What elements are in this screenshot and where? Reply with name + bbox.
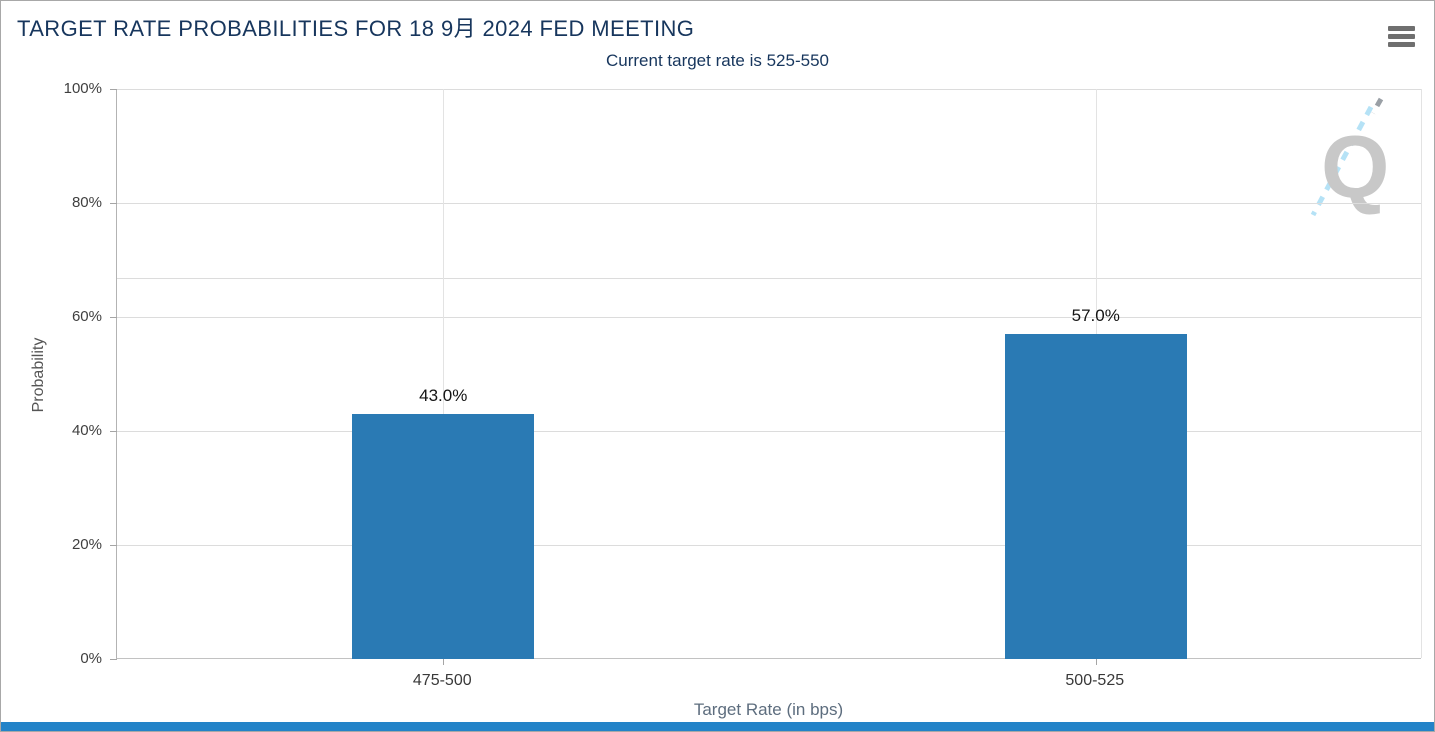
x-category-label-475-500: 475-500 <box>412 672 472 689</box>
y-tick-mark <box>110 89 117 90</box>
bar-value-label-500-525: 57.0% <box>1071 306 1120 326</box>
chart-subtitle: Current target rate is 525-550 <box>605 51 829 70</box>
hamburger-bar <box>1388 42 1415 47</box>
x-gridline-475-500 <box>443 89 445 658</box>
plot-area: Q 43.0% 57.0% <box>110 89 1422 665</box>
quikstrike-q-logo-icon: Q <box>1310 97 1389 217</box>
y-gridline-60 <box>117 317 1421 318</box>
y-gridline-20 <box>117 545 1421 546</box>
y-axis-title-container: Probability <box>29 311 49 441</box>
y-tick-label-60: 60% <box>71 308 102 325</box>
bottom-scrollbar[interactable] <box>1 722 1434 731</box>
extra-gridline <box>117 278 1421 280</box>
quikstrike-watermark: Q <box>1269 93 1409 218</box>
page-title: TARGET RATE PROBABILITIES FOR 18 9月 2024… <box>17 16 695 41</box>
y-tick-mark <box>110 317 117 318</box>
y-tick-mark <box>110 659 117 660</box>
y-tick-mark <box>110 545 117 546</box>
y-tick-label-0: 0% <box>80 650 102 667</box>
svg-text:Q: Q <box>1321 117 1389 216</box>
y-tick-label-100: 100% <box>63 80 102 97</box>
x-tick-mark <box>443 659 445 665</box>
x-tick-mark <box>1095 659 1097 665</box>
hamburger-bar <box>1388 34 1415 39</box>
probability-bar-475-500[interactable] <box>352 413 535 659</box>
probability-bar-500-525[interactable] <box>1004 334 1187 659</box>
hamburger-menu-icon[interactable] <box>1388 26 1415 47</box>
y-gridline-40 <box>117 431 1421 432</box>
y-tick-label-40: 40% <box>71 422 102 439</box>
y-gridline-100 <box>117 89 1421 90</box>
x-category-label-500-525: 500-525 <box>1065 672 1125 689</box>
y-tick-label-20: 20% <box>71 536 102 553</box>
y-gridline-80 <box>117 203 1421 204</box>
y-tick-mark <box>110 431 117 432</box>
y-tick-mark <box>110 203 117 204</box>
y-tick-label-80: 80% <box>71 194 102 211</box>
y-axis-title: Probability <box>30 337 47 413</box>
x-axis-title: Target Rate (in bps) <box>693 700 844 719</box>
bar-value-label-475-500: 43.0% <box>419 385 468 405</box>
hamburger-bar <box>1388 26 1415 31</box>
plot-right-border <box>1421 89 1422 658</box>
